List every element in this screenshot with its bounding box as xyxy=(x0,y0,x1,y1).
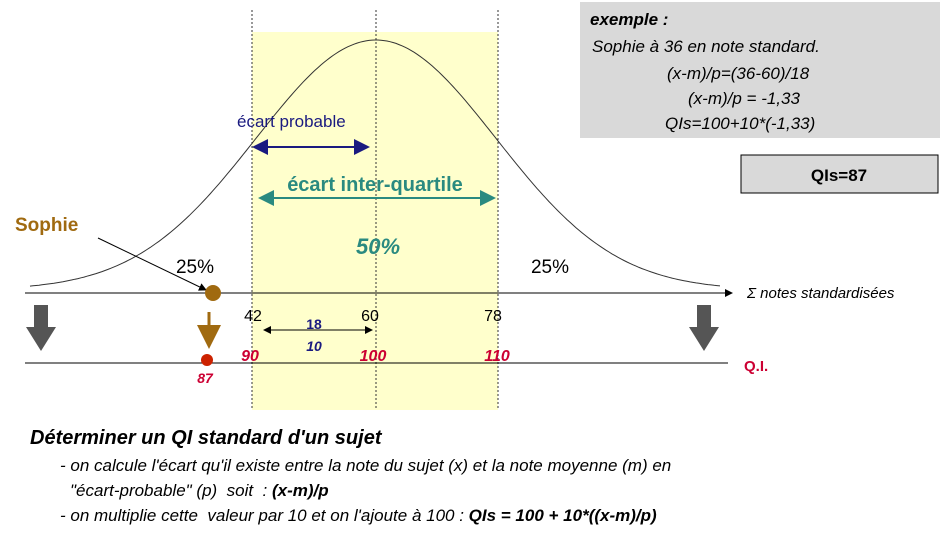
qi-axis-label: Q.I. xyxy=(744,358,768,375)
result: QIs=87 xyxy=(811,166,867,185)
example-line: (x-m)/p=(36-60)/18 xyxy=(667,64,810,83)
subject-pointer xyxy=(97,237,207,291)
formula: (x-m)/p xyxy=(272,481,329,500)
tick-label: 100 xyxy=(360,348,387,365)
result-box xyxy=(740,154,939,194)
tick-label: 60 xyxy=(361,308,379,325)
subject-name: Sophie xyxy=(15,215,78,236)
interquartile-zone xyxy=(252,32,498,410)
explanation-line: - on multiplie cette valeur par 10 et on… xyxy=(60,506,657,525)
down-arrow-left xyxy=(26,305,56,351)
left-percent: 25% xyxy=(176,257,214,278)
down-arrow-right xyxy=(689,305,719,351)
formula: QIs = 100 + 10*((x-m)/p) xyxy=(469,506,657,525)
explanation-line: "écart-probable" (p) soit : (x-m)/p xyxy=(70,481,329,500)
example-line: Sophie à 36 en note standard. xyxy=(592,37,820,56)
standard-ticks: 42 60 78 xyxy=(244,308,502,325)
example-line: (x-m)/p = -1,33 xyxy=(688,89,800,108)
tick-label: 78 xyxy=(484,308,502,325)
explanation-line: - on calcule l'écart qu'il existe entre … xyxy=(60,456,671,475)
diff-top: 18 xyxy=(306,316,322,332)
explanation-text: - on multiplie cette valeur par 10 et on… xyxy=(60,506,469,525)
subject-qi: 87 xyxy=(197,370,214,386)
qi-ticks: 90 100 110 xyxy=(241,348,510,365)
example-text: exemple : Sophie à 36 en note standard. … xyxy=(590,10,820,133)
interquartile-label: écart inter-quartile xyxy=(287,174,463,196)
bell-curve xyxy=(29,39,721,287)
standard-axis-label: Σ notes standardisées xyxy=(746,285,895,302)
right-percent: 25% xyxy=(531,257,569,278)
tick-label: 110 xyxy=(484,348,510,365)
center-percent: 50% xyxy=(356,234,400,259)
diff-bottom: 10 xyxy=(306,338,322,354)
dashed-lines xyxy=(251,10,499,410)
tick-label: 90 xyxy=(241,348,259,365)
qi-dot xyxy=(201,354,213,366)
tick-label: 42 xyxy=(244,308,262,325)
explanation-text: "écart-probable" (p) soit : xyxy=(70,481,272,500)
example-heading: exemple : xyxy=(590,10,668,29)
explanation: - on calcule l'écart qu'il existe entre … xyxy=(60,456,671,525)
explanation-title: Déterminer un QI standard d'un sujet xyxy=(30,427,383,449)
probable-label: écart probable xyxy=(237,112,346,131)
example-box xyxy=(580,2,940,138)
subject-dot xyxy=(205,285,221,301)
example-line: QIs=100+10*(-1,33) xyxy=(665,114,815,133)
